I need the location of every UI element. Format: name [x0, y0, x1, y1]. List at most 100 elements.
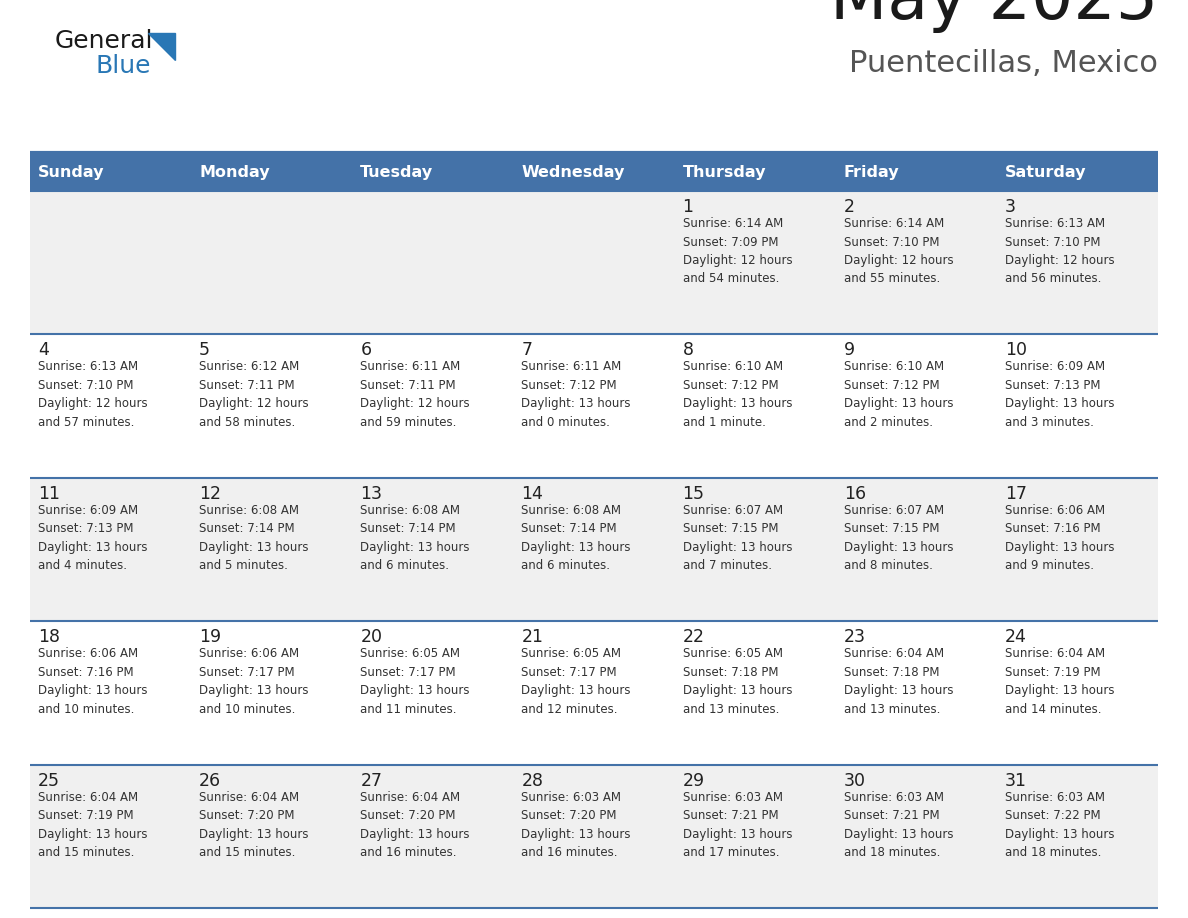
Bar: [513, 477, 675, 621]
Text: 6: 6: [360, 341, 372, 360]
Text: Sunrise: 6:05 AM
Sunset: 7:18 PM
Daylight: 13 hours
and 13 minutes.: Sunrise: 6:05 AM Sunset: 7:18 PM Dayligh…: [683, 647, 792, 716]
Bar: [191, 765, 353, 908]
Text: Sunrise: 6:05 AM
Sunset: 7:17 PM
Daylight: 13 hours
and 12 minutes.: Sunrise: 6:05 AM Sunset: 7:17 PM Dayligh…: [522, 647, 631, 716]
Text: 27: 27: [360, 772, 383, 789]
Bar: [675, 621, 835, 765]
Bar: [835, 477, 997, 621]
Text: Tuesday: Tuesday: [360, 164, 434, 180]
Text: Sunrise: 6:03 AM
Sunset: 7:21 PM
Daylight: 13 hours
and 18 minutes.: Sunrise: 6:03 AM Sunset: 7:21 PM Dayligh…: [843, 790, 953, 859]
Bar: [675, 477, 835, 621]
Text: Sunrise: 6:04 AM
Sunset: 7:20 PM
Daylight: 13 hours
and 15 minutes.: Sunrise: 6:04 AM Sunset: 7:20 PM Dayligh…: [200, 790, 309, 859]
Bar: [675, 191, 835, 334]
Text: 11: 11: [38, 485, 61, 503]
Text: 7: 7: [522, 341, 532, 360]
Text: 19: 19: [200, 628, 221, 646]
Text: 3: 3: [1005, 198, 1016, 216]
Bar: [675, 153, 835, 191]
Bar: [835, 191, 997, 334]
Text: 14: 14: [522, 485, 543, 503]
Text: Sunrise: 6:08 AM
Sunset: 7:14 PM
Daylight: 13 hours
and 6 minutes.: Sunrise: 6:08 AM Sunset: 7:14 PM Dayligh…: [522, 504, 631, 572]
Text: Sunrise: 6:09 AM
Sunset: 7:13 PM
Daylight: 13 hours
and 3 minutes.: Sunrise: 6:09 AM Sunset: 7:13 PM Dayligh…: [1005, 361, 1114, 429]
Text: Sunrise: 6:11 AM
Sunset: 7:12 PM
Daylight: 13 hours
and 0 minutes.: Sunrise: 6:11 AM Sunset: 7:12 PM Dayligh…: [522, 361, 631, 429]
Bar: [30, 477, 191, 621]
Text: Wednesday: Wednesday: [522, 164, 625, 180]
Text: 24: 24: [1005, 628, 1026, 646]
Text: Thursday: Thursday: [683, 164, 766, 180]
Bar: [997, 477, 1158, 621]
Text: 25: 25: [38, 772, 61, 789]
Bar: [997, 765, 1158, 908]
Text: Sunrise: 6:14 AM
Sunset: 7:09 PM
Daylight: 12 hours
and 54 minutes.: Sunrise: 6:14 AM Sunset: 7:09 PM Dayligh…: [683, 217, 792, 285]
Bar: [30, 621, 191, 765]
Bar: [997, 621, 1158, 765]
Text: Sunrise: 6:10 AM
Sunset: 7:12 PM
Daylight: 13 hours
and 1 minute.: Sunrise: 6:10 AM Sunset: 7:12 PM Dayligh…: [683, 361, 792, 429]
Bar: [30, 191, 191, 334]
Text: Sunrise: 6:05 AM
Sunset: 7:17 PM
Daylight: 13 hours
and 11 minutes.: Sunrise: 6:05 AM Sunset: 7:17 PM Dayligh…: [360, 647, 469, 716]
Bar: [353, 334, 513, 477]
Text: Sunrise: 6:13 AM
Sunset: 7:10 PM
Daylight: 12 hours
and 57 minutes.: Sunrise: 6:13 AM Sunset: 7:10 PM Dayligh…: [38, 361, 147, 429]
Bar: [997, 153, 1158, 191]
Text: Sunrise: 6:11 AM
Sunset: 7:11 PM
Daylight: 12 hours
and 59 minutes.: Sunrise: 6:11 AM Sunset: 7:11 PM Dayligh…: [360, 361, 470, 429]
Bar: [513, 765, 675, 908]
Text: 30: 30: [843, 772, 866, 789]
Text: 10: 10: [1005, 341, 1026, 360]
Text: Sunrise: 6:04 AM
Sunset: 7:18 PM
Daylight: 13 hours
and 13 minutes.: Sunrise: 6:04 AM Sunset: 7:18 PM Dayligh…: [843, 647, 953, 716]
Bar: [835, 334, 997, 477]
Text: 2: 2: [843, 198, 854, 216]
Text: 12: 12: [200, 485, 221, 503]
Bar: [191, 191, 353, 334]
Text: 13: 13: [360, 485, 383, 503]
Text: 16: 16: [843, 485, 866, 503]
Text: Sunrise: 6:07 AM
Sunset: 7:15 PM
Daylight: 13 hours
and 7 minutes.: Sunrise: 6:07 AM Sunset: 7:15 PM Dayligh…: [683, 504, 792, 572]
Text: Sunrise: 6:03 AM
Sunset: 7:22 PM
Daylight: 13 hours
and 18 minutes.: Sunrise: 6:03 AM Sunset: 7:22 PM Dayligh…: [1005, 790, 1114, 859]
Text: Sunrise: 6:03 AM
Sunset: 7:20 PM
Daylight: 13 hours
and 16 minutes.: Sunrise: 6:03 AM Sunset: 7:20 PM Dayligh…: [522, 790, 631, 859]
Text: 15: 15: [683, 485, 704, 503]
Text: Sunrise: 6:09 AM
Sunset: 7:13 PM
Daylight: 13 hours
and 4 minutes.: Sunrise: 6:09 AM Sunset: 7:13 PM Dayligh…: [38, 504, 147, 572]
Text: Sunrise: 6:08 AM
Sunset: 7:14 PM
Daylight: 13 hours
and 6 minutes.: Sunrise: 6:08 AM Sunset: 7:14 PM Dayligh…: [360, 504, 469, 572]
Text: Sunrise: 6:04 AM
Sunset: 7:20 PM
Daylight: 13 hours
and 16 minutes.: Sunrise: 6:04 AM Sunset: 7:20 PM Dayligh…: [360, 790, 469, 859]
Text: Blue: Blue: [95, 54, 151, 78]
Text: 17: 17: [1005, 485, 1026, 503]
Text: 1: 1: [683, 198, 694, 216]
Text: Puentecillas, Mexico: Puentecillas, Mexico: [849, 49, 1158, 78]
Text: 31: 31: [1005, 772, 1026, 789]
Text: Sunrise: 6:08 AM
Sunset: 7:14 PM
Daylight: 13 hours
and 5 minutes.: Sunrise: 6:08 AM Sunset: 7:14 PM Dayligh…: [200, 504, 309, 572]
Bar: [191, 153, 353, 191]
Text: May 2025: May 2025: [829, 0, 1158, 33]
Text: Sunrise: 6:12 AM
Sunset: 7:11 PM
Daylight: 12 hours
and 58 minutes.: Sunrise: 6:12 AM Sunset: 7:11 PM Dayligh…: [200, 361, 309, 429]
Text: Monday: Monday: [200, 164, 270, 180]
Bar: [191, 477, 353, 621]
Polygon shape: [148, 33, 175, 60]
Text: 21: 21: [522, 628, 543, 646]
Bar: [835, 621, 997, 765]
Text: 22: 22: [683, 628, 704, 646]
Text: Saturday: Saturday: [1005, 164, 1086, 180]
Bar: [675, 765, 835, 908]
Bar: [353, 477, 513, 621]
Bar: [675, 334, 835, 477]
Text: 5: 5: [200, 341, 210, 360]
Text: 8: 8: [683, 341, 694, 360]
Bar: [30, 153, 191, 191]
Text: Friday: Friday: [843, 164, 899, 180]
Text: Sunrise: 6:14 AM
Sunset: 7:10 PM
Daylight: 12 hours
and 55 minutes.: Sunrise: 6:14 AM Sunset: 7:10 PM Dayligh…: [843, 217, 953, 285]
Bar: [835, 765, 997, 908]
Bar: [191, 334, 353, 477]
Bar: [30, 765, 191, 908]
Bar: [513, 191, 675, 334]
Text: 23: 23: [843, 628, 866, 646]
Bar: [513, 621, 675, 765]
Text: Sunrise: 6:03 AM
Sunset: 7:21 PM
Daylight: 13 hours
and 17 minutes.: Sunrise: 6:03 AM Sunset: 7:21 PM Dayligh…: [683, 790, 792, 859]
Text: 28: 28: [522, 772, 543, 789]
Text: General: General: [55, 29, 153, 53]
Text: 26: 26: [200, 772, 221, 789]
Text: 20: 20: [360, 628, 383, 646]
Text: Sunrise: 6:06 AM
Sunset: 7:17 PM
Daylight: 13 hours
and 10 minutes.: Sunrise: 6:06 AM Sunset: 7:17 PM Dayligh…: [200, 647, 309, 716]
Bar: [30, 334, 191, 477]
Bar: [513, 334, 675, 477]
Bar: [997, 334, 1158, 477]
Text: Sunrise: 6:06 AM
Sunset: 7:16 PM
Daylight: 13 hours
and 9 minutes.: Sunrise: 6:06 AM Sunset: 7:16 PM Dayligh…: [1005, 504, 1114, 572]
Text: Sunrise: 6:13 AM
Sunset: 7:10 PM
Daylight: 12 hours
and 56 minutes.: Sunrise: 6:13 AM Sunset: 7:10 PM Dayligh…: [1005, 217, 1114, 285]
Bar: [513, 153, 675, 191]
Text: Sunrise: 6:10 AM
Sunset: 7:12 PM
Daylight: 13 hours
and 2 minutes.: Sunrise: 6:10 AM Sunset: 7:12 PM Dayligh…: [843, 361, 953, 429]
